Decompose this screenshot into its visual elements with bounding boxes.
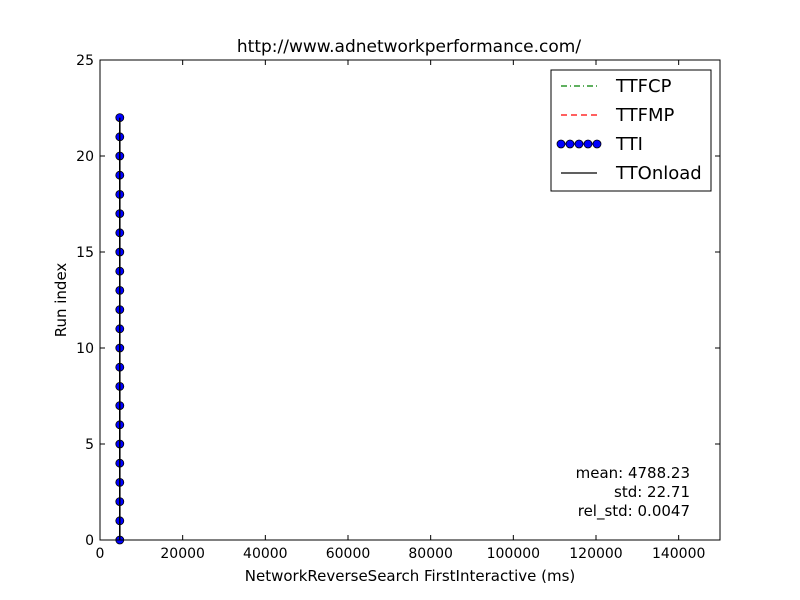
- legend-box: [550, 69, 712, 192]
- x-tick-label: 120000: [569, 546, 622, 562]
- axis-ticks: 0 20000 40000 60000 80000 100000 120000 140000 0…: [76, 53, 720, 562]
- x-axis-label: NetworkReverseSearch FirstInteractive (m…: [245, 567, 576, 585]
- x-tick-label: 60000: [326, 546, 371, 562]
- y-tick-label: 25: [76, 53, 94, 69]
- plot-area: [115, 113, 125, 545]
- x-tick-label: 0: [96, 546, 105, 562]
- stats-line: std: 22.71: [614, 483, 690, 501]
- stats-line: mean: 4788.23: [576, 464, 690, 482]
- legend-label-ttonload: TTOnload: [615, 163, 702, 184]
- legend-label-ttfcp: TTFCP: [615, 76, 672, 97]
- legend-marker-tti: [592, 139, 602, 149]
- y-axis-label: Run index: [52, 263, 70, 338]
- x-tick-label: 80000: [408, 546, 453, 562]
- legend-marker-tti: [583, 139, 593, 149]
- axes-frame: [99, 59, 721, 541]
- x-tick-label: 20000: [160, 546, 205, 562]
- x-tick-label: 140000: [652, 546, 705, 562]
- legend-marker-tti: [574, 139, 584, 149]
- legend-label-tti: TTI: [615, 134, 643, 155]
- y-tick-label: 0: [85, 533, 94, 549]
- y-tick-label: 20: [76, 149, 94, 165]
- legend-marker-tti: [556, 139, 566, 149]
- stats-line: rel_std: 0.0047: [578, 502, 690, 521]
- chart-title: http://www.adnetworkperformance.com/: [237, 37, 581, 57]
- x-tick-label: 100000: [487, 546, 540, 562]
- legend-label-ttfmp: TTFMP: [615, 105, 675, 126]
- y-tick-label: 5: [85, 437, 94, 453]
- y-tick-label: 15: [76, 245, 94, 261]
- legend: TTFCP TTFMP TTI TTOnload: [550, 69, 712, 192]
- legend-marker-tti: [565, 139, 575, 149]
- y-tick-label: 10: [76, 341, 94, 357]
- x-tick-label: 40000: [243, 546, 288, 562]
